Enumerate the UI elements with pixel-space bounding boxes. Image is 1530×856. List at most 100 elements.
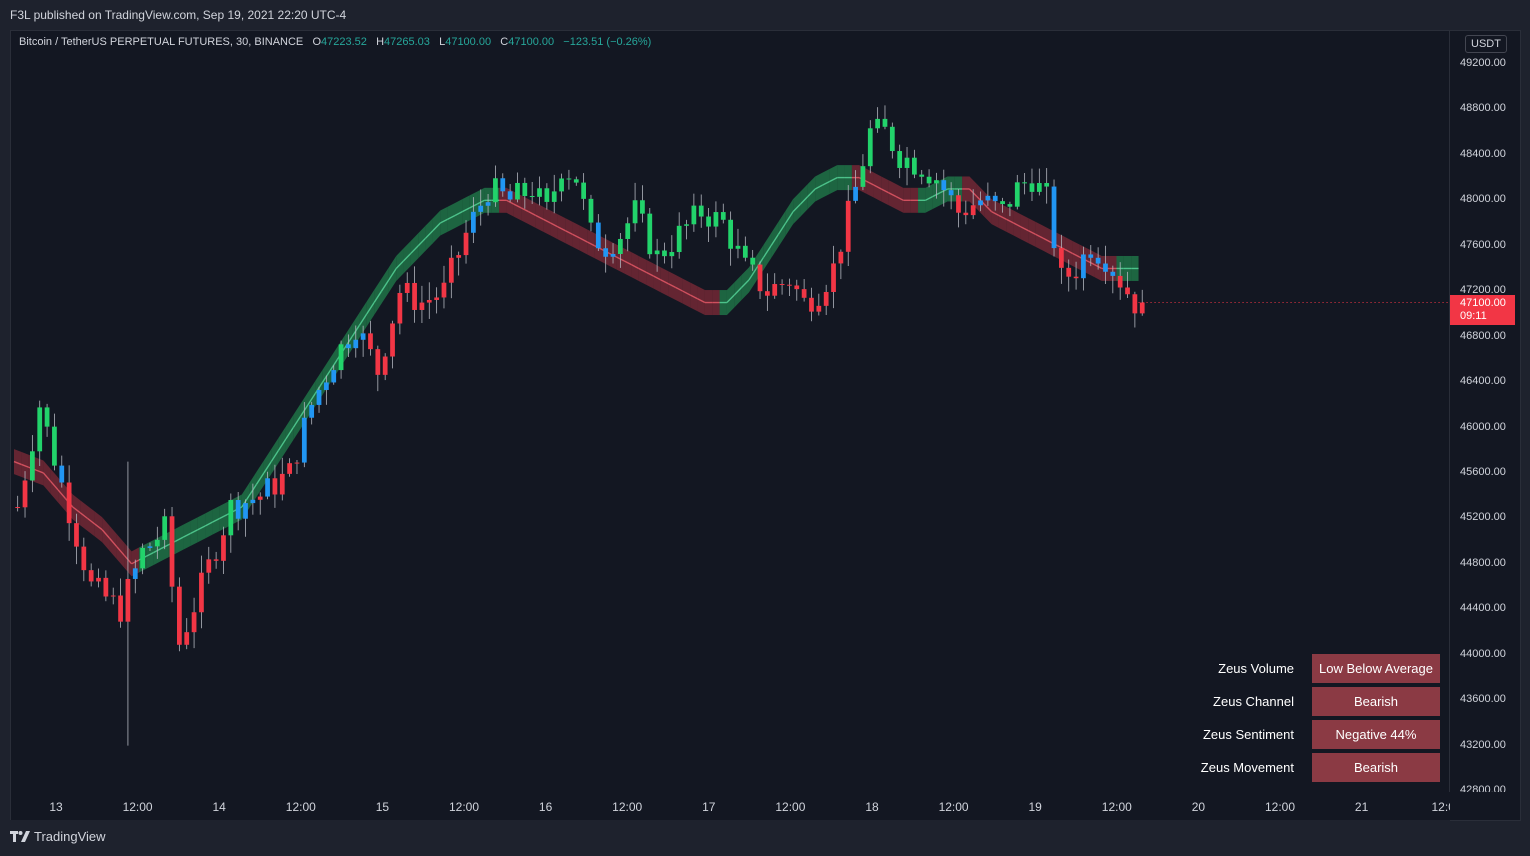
ribbon-midline <box>675 286 684 292</box>
ribbon-midline <box>285 427 294 440</box>
candle-body <box>853 186 858 201</box>
close-value: 47100.00 <box>508 36 555 48</box>
ribbon-midline <box>623 260 632 266</box>
ribbon-midline <box>94 523 103 531</box>
candle-body <box>301 417 307 463</box>
candle-body <box>1095 257 1101 264</box>
ribbon-midline <box>991 211 1000 217</box>
ribbon-midline <box>182 532 191 538</box>
ribbon-midline <box>653 275 662 281</box>
candle-body <box>272 478 278 495</box>
publication-bar: F3L published on TradingView.com, Sep 19… <box>0 0 1530 30</box>
candle-body <box>750 257 756 265</box>
time-axis[interactable]: 13 12:00 14 12:00 15 12:00 16 12:00 17 12:00 18 12:… <box>10 792 1455 820</box>
candle-body <box>1088 254 1094 258</box>
candle-body <box>912 157 917 175</box>
currency-button[interactable]: USDT <box>1465 35 1507 53</box>
ribbon-midline <box>21 463 29 468</box>
candle-body <box>897 151 903 168</box>
candle-body <box>992 195 998 202</box>
ribbon-midline <box>799 196 809 205</box>
ribbon-midline <box>462 207 471 213</box>
candle-body <box>169 516 175 587</box>
tradingview-brand[interactable]: TradingView <box>10 829 106 844</box>
candle-body <box>823 291 829 306</box>
tradingview-logo-icon <box>10 830 30 842</box>
ribbon-midline <box>697 298 706 304</box>
price-chart[interactable] <box>11 31 1451 793</box>
candle-body <box>691 205 697 225</box>
ribbon-midline <box>190 529 199 535</box>
candle-body <box>603 248 609 257</box>
ribbon-midline <box>1035 233 1044 239</box>
close-label: C <box>500 36 509 48</box>
ribbon-midline <box>983 203 993 213</box>
ribbon-midline <box>829 176 838 183</box>
zeus-sentiment-label: Zeus Sentiment <box>1202 727 1294 742</box>
candle-body <box>787 284 792 286</box>
candle-body <box>669 252 675 257</box>
chart-pane[interactable]: Bitcoin / TetherUS PERPETUAL FUTURES, 30… <box>10 30 1451 820</box>
ribbon-midline <box>307 393 316 406</box>
candle-body <box>221 535 226 561</box>
ribbon-midline <box>1072 252 1081 258</box>
candle-body <box>132 568 138 579</box>
ribbon-midline <box>13 460 22 466</box>
candle-body <box>338 344 344 371</box>
candle-body <box>875 118 880 129</box>
candle-body <box>81 546 87 571</box>
trend-ribbon <box>13 165 1139 577</box>
candle-body <box>882 118 888 127</box>
candle-body <box>1125 287 1130 295</box>
ribbon-midline <box>116 546 125 556</box>
price-tick-label: 47600.00 <box>1460 238 1506 251</box>
change-value: −123.51 (−0.26%) <box>563 36 652 48</box>
candle-body <box>654 250 660 255</box>
candle-body <box>250 499 256 504</box>
time-tick-label: 12:00 <box>612 800 643 814</box>
candle-body <box>978 200 983 206</box>
candle-body <box>1081 254 1086 279</box>
ribbon-midline <box>777 222 787 235</box>
ribbon-midline <box>72 506 81 514</box>
zeus-row-movement: Zeus Movement Bearish <box>1184 753 1444 782</box>
ribbon-midline <box>682 290 691 296</box>
candle-body <box>360 333 366 340</box>
candle-body <box>662 250 667 257</box>
ribbon-midline <box>1027 229 1036 236</box>
candle-body <box>581 182 586 199</box>
time-tick-label: 19 <box>1028 800 1042 814</box>
candle-body <box>772 284 778 296</box>
ribbon-midline <box>631 264 640 270</box>
symbol-legend: Bitcoin / TetherUS PERPETUAL FUTURES, 30… <box>19 36 651 48</box>
price-tick-label: 45200.00 <box>1460 511 1506 524</box>
candle-body <box>860 166 866 187</box>
candle-body <box>162 516 168 540</box>
ribbon-midline <box>432 222 441 232</box>
ribbon-midline <box>101 529 111 539</box>
ribbon-midline <box>822 180 831 186</box>
candle-body <box>103 577 109 597</box>
ribbon-midline <box>586 241 595 247</box>
price-axis[interactable]: USDT 49200.00 48800.00 48400.00 48000.00 476… <box>1450 30 1521 796</box>
candle-body <box>441 282 447 298</box>
candle-body <box>765 291 770 296</box>
candle-body <box>559 178 564 192</box>
candle-body <box>1110 271 1116 276</box>
ribbon-midline <box>748 268 757 281</box>
time-tick-label: 20 <box>1191 800 1206 814</box>
ribbon-midline <box>35 469 44 474</box>
time-tick-label: 16 <box>538 800 553 814</box>
zeus-row-channel: Zeus Channel Bearish <box>1184 687 1444 716</box>
ribbon-midline <box>520 207 529 213</box>
ribbon-midline <box>278 438 287 451</box>
candle-body <box>265 478 270 497</box>
ribbon-midline <box>204 521 213 527</box>
candle-body <box>96 577 101 582</box>
candle-body <box>845 200 851 252</box>
candle-body <box>632 200 638 224</box>
ribbon-midline <box>447 214 456 220</box>
candle-body <box>926 176 932 184</box>
candle-body <box>456 255 462 258</box>
candle-body <box>1044 183 1050 187</box>
